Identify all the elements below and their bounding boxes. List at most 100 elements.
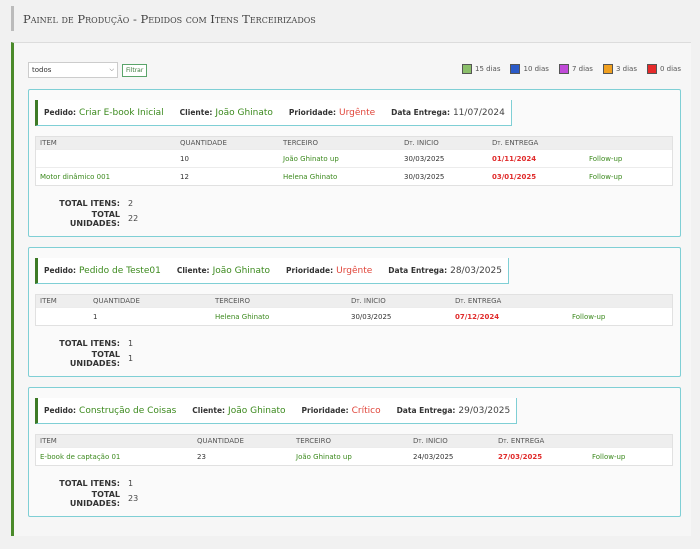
order-field-pedido: Pedido: Criar E-book Inicial	[44, 108, 164, 118]
order-name: Criar E-book Inicial	[79, 107, 164, 118]
order-label: Pedido:	[44, 405, 77, 415]
delivery-date: 28/03/2025	[450, 265, 502, 276]
col-entrega: Dt. ENTREGA	[455, 297, 502, 305]
col-entrega: Dt. ENTREGA	[498, 437, 545, 445]
item-name: E-book de captação 01	[40, 452, 121, 461]
client-label: Cliente:	[192, 405, 226, 415]
item-start-date: 30/03/2025	[404, 172, 445, 181]
order-field-entrega: Data Entrega: 28/03/2025	[388, 266, 502, 276]
item-quantity: 10	[180, 154, 189, 163]
order-header: Pedido: Construção de Coisas Cliente: Jo…	[35, 398, 518, 424]
total-units-row: TOTAL UNIDADES: 1	[51, 350, 134, 368]
priority-value: Urgênte	[336, 265, 373, 276]
client-name: João Ghinato	[215, 107, 273, 118]
item-start-date: 24/03/2025	[413, 452, 454, 461]
order-label: Pedido:	[44, 265, 77, 275]
order-field-prioridade: Prioridade: Urgênte	[289, 108, 375, 118]
item-start-date: 30/03/2025	[404, 154, 445, 163]
order-label: Pedido:	[44, 107, 77, 117]
items-table: ITEM QUANTIDADE TERCEIRO Dt. INÍCIO Dt. …	[35, 434, 673, 466]
item-delivery-date: 01/11/2024	[492, 154, 537, 163]
legend-label: 3 dias	[615, 65, 637, 73]
table-row: 1 Helena Ghinato 30/03/2025 07/12/2024 F…	[36, 307, 672, 325]
order-card: Pedido: Criar E-book Inicial Cliente: Jo…	[28, 89, 681, 237]
page-header: Painel de Produção - Pedidos com Itens T…	[11, 6, 691, 31]
page-title: Painel de Produção - Pedidos com Itens T…	[23, 12, 316, 26]
chevron-down-icon: ⌵	[109, 66, 114, 73]
priority-value: Urgênte	[338, 107, 376, 118]
item-supplier: Helena Ghinato	[283, 172, 338, 181]
total-items-label: TOTAL ITENS:	[59, 339, 120, 348]
legend-swatch	[510, 64, 521, 74]
follow-up-link[interactable]: Follow-up	[592, 452, 626, 461]
legend-item-10: 10 dias	[510, 64, 549, 74]
filter-bar: todos ⌵ Filtrar	[28, 62, 148, 78]
col-inicio: Dt. INÍCIO	[351, 297, 386, 305]
col-inicio: Dt. INÍCIO	[404, 139, 439, 147]
order-field-cliente: Cliente: João Ghinato	[192, 406, 285, 416]
col-terceiro: TERCEIRO	[296, 437, 331, 445]
follow-up-link[interactable]: Follow-up	[589, 172, 623, 181]
client-name: João Ghinato	[228, 405, 286, 416]
legend-label: 7 dias	[571, 65, 593, 73]
item-delivery-date: 27/03/2025	[498, 452, 543, 461]
total-units-label: TOTAL UNIDADES:	[69, 209, 120, 228]
legend-label: 0 dias	[659, 65, 681, 73]
table-row: Motor dinâmico 001 12 Helena Ghinato 30/…	[36, 167, 672, 185]
order-field-pedido: Pedido: Construção de Coisas	[44, 406, 176, 416]
order-field-entrega: Data Entrega: 29/03/2025	[397, 406, 511, 416]
total-items-value: 1	[128, 479, 134, 488]
table-row: 10 João Ghinato up 30/03/2025 01/11/2024…	[36, 149, 672, 167]
total-items-row: TOTAL ITENS: 1	[51, 476, 138, 491]
order-totals: TOTAL ITENS: 1 TOTAL UNIDADES: 23	[51, 476, 139, 508]
total-items-row: TOTAL ITENS: 1	[51, 336, 133, 351]
follow-up-link[interactable]: Follow-up	[589, 154, 623, 163]
total-items-row: TOTAL ITENS: 2	[51, 196, 138, 211]
delivery-date: 11/07/2024	[452, 107, 505, 118]
total-units-value: 22	[128, 214, 139, 223]
total-units-row: TOTAL UNIDADES: 22	[51, 209, 139, 228]
priority-value: Crítico	[351, 405, 381, 416]
item-name: Motor dinâmico 001	[40, 172, 111, 181]
table-row: E-book de captação 01 23 João Ghinato up…	[36, 447, 672, 465]
items-table: ITEM QUANTIDADE TERCEIRO Dt. INÍCIO Dt. …	[35, 136, 673, 186]
order-field-prioridade: Prioridade: Urgênte	[286, 266, 372, 276]
col-terceiro: TERCEIRO	[283, 139, 318, 147]
col-item: ITEM	[40, 139, 57, 147]
order-card: Pedido: Pedido de Teste01 Cliente: João …	[28, 247, 681, 377]
legend-swatch	[558, 64, 569, 74]
order-name: Construção de Coisas	[79, 405, 177, 416]
priority-filter-value: todos	[32, 66, 52, 74]
filter-button[interactable]: Filtrar	[122, 63, 148, 77]
priority-label: Prioridade:	[301, 405, 349, 415]
table-header: ITEM QUANTIDADE TERCEIRO Dt. INÍCIO Dt. …	[36, 295, 672, 307]
table-header: ITEM QUANTIDADE TERCEIRO Dt. INÍCIO Dt. …	[36, 435, 672, 447]
table-header: ITEM QUANTIDADE TERCEIRO Dt. INÍCIO Dt. …	[36, 137, 672, 149]
total-units-value: 1	[128, 354, 134, 363]
order-field-cliente: Cliente: João Ghinato	[180, 108, 273, 118]
col-inicio: Dt. INÍCIO	[413, 437, 448, 445]
col-quantidade: QUANTIDADE	[197, 437, 244, 445]
item-quantity: 12	[180, 172, 189, 181]
col-quantidade: QUANTIDADE	[180, 139, 227, 147]
delivery-label: Data Entrega:	[391, 107, 450, 117]
orders-panel: todos ⌵ Filtrar 15 dias 10 dias 7 dias 3…	[11, 42, 691, 536]
delivery-label: Data Entrega:	[388, 265, 448, 275]
item-start-date: 30/03/2025	[351, 312, 392, 321]
delivery-date: 29/03/2025	[458, 405, 511, 416]
legend-swatch	[462, 64, 473, 74]
order-field-cliente: Cliente: João Ghinato	[177, 266, 270, 276]
legend-swatch	[646, 64, 657, 74]
legend-swatch	[602, 64, 613, 74]
order-field-entrega: Data Entrega: 11/07/2024	[391, 108, 505, 118]
legend-label: 10 dias	[523, 65, 549, 73]
item-quantity: 23	[197, 452, 206, 461]
priority-filter-select[interactable]: todos ⌵	[28, 62, 118, 78]
order-field-pedido: Pedido: Pedido de Teste01	[44, 266, 161, 276]
total-units-value: 23	[128, 494, 139, 503]
order-totals: TOTAL ITENS: 1 TOTAL UNIDADES: 1	[51, 336, 134, 368]
col-item: ITEM	[40, 437, 57, 445]
deadline-legend: 15 dias 10 dias 7 dias 3 dias 0 dias	[462, 64, 681, 74]
follow-up-link[interactable]: Follow-up	[572, 312, 606, 321]
col-quantidade: QUANTIDADE	[93, 297, 140, 305]
